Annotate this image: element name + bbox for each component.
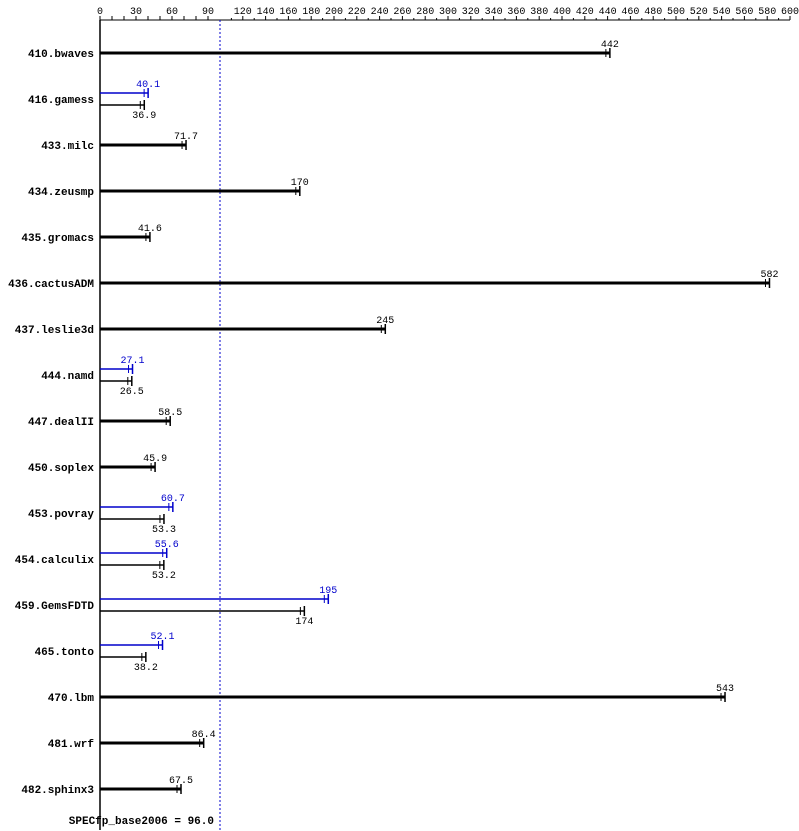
benchmark-label: 434.zeusmp bbox=[28, 187, 94, 199]
benchmark-value: 195 bbox=[319, 586, 337, 597]
axis-tick-label: 30 bbox=[130, 7, 142, 18]
benchmark-label: 433.milc bbox=[41, 141, 94, 153]
benchmark-value: 86.4 bbox=[192, 730, 216, 741]
benchmark-value: 53.3 bbox=[152, 525, 176, 536]
benchmark-value: 174 bbox=[295, 617, 313, 628]
axis-tick-label: 480 bbox=[644, 7, 662, 18]
benchmark-label: 435.gromacs bbox=[21, 233, 94, 245]
axis-tick-label: 60 bbox=[166, 7, 178, 18]
spec-chart: 0 30 60 90 120 140 160 180 200 220 240 260 280 300 320… bbox=[0, 0, 799, 831]
axis-tick-label: 0 bbox=[97, 7, 103, 18]
benchmark-label: 444.namd bbox=[41, 371, 94, 383]
axis-tick-label: 540 bbox=[713, 7, 731, 18]
benchmark-value: 36.9 bbox=[132, 111, 156, 122]
benchmark-value: 60.7 bbox=[161, 494, 185, 505]
benchmark-value: 40.1 bbox=[136, 80, 160, 91]
axis-tick-label: 420 bbox=[576, 7, 594, 18]
axis-tick-label: 380 bbox=[530, 7, 548, 18]
axis-tick-label: 300 bbox=[439, 7, 457, 18]
axis-tick-label: 260 bbox=[393, 7, 411, 18]
axis-tick-label: 580 bbox=[758, 7, 776, 18]
axis-tick-label: 320 bbox=[462, 7, 480, 18]
benchmark-value: 38.2 bbox=[134, 663, 158, 674]
axis-tick-label: 400 bbox=[553, 7, 571, 18]
axis-tick-label: 460 bbox=[621, 7, 639, 18]
benchmark-value: 543 bbox=[716, 684, 734, 695]
benchmark-label: 465.tonto bbox=[35, 647, 95, 659]
benchmark-value: 67.5 bbox=[169, 776, 193, 787]
axis-tick-label: 180 bbox=[302, 7, 320, 18]
benchmark-label: 450.soplex bbox=[28, 463, 94, 475]
benchmark-label: 470.lbm bbox=[48, 693, 95, 705]
benchmark-value: 170 bbox=[291, 178, 309, 189]
axis-tick-label: 90 bbox=[202, 7, 214, 18]
axis-tick-label: 500 bbox=[667, 7, 685, 18]
benchmark-label: 416.gamess bbox=[28, 95, 94, 107]
axis-tick-label: 160 bbox=[279, 7, 297, 18]
axis-tick-label: 120 bbox=[234, 7, 252, 18]
benchmark-value: 442 bbox=[601, 40, 619, 51]
footer-base-label: SPECfp_base2006 = 96.0 bbox=[69, 816, 214, 828]
benchmark-label: 447.dealII bbox=[28, 417, 94, 429]
benchmark-value: 52.1 bbox=[151, 632, 175, 643]
benchmark-value: 45.9 bbox=[143, 454, 167, 465]
benchmark-label: 436.cactusADM bbox=[8, 279, 94, 291]
benchmark-value: 58.5 bbox=[158, 408, 182, 419]
axis-tick-label: 140 bbox=[257, 7, 275, 18]
benchmark-label: 454.calculix bbox=[15, 555, 95, 567]
axis-tick-label: 280 bbox=[416, 7, 434, 18]
benchmark-value: 41.6 bbox=[138, 224, 162, 235]
benchmark-value: 71.7 bbox=[174, 132, 198, 143]
axis-tick-label: 200 bbox=[325, 7, 343, 18]
benchmark-label: 410.bwaves bbox=[28, 49, 94, 61]
axis-tick-label: 560 bbox=[735, 7, 753, 18]
benchmark-value: 245 bbox=[376, 316, 394, 327]
benchmark-value: 26.5 bbox=[120, 387, 144, 398]
axis-tick-label: 520 bbox=[690, 7, 708, 18]
benchmark-value: 27.1 bbox=[121, 356, 145, 367]
axis-tick-label: 360 bbox=[507, 7, 525, 18]
benchmark-value: 55.6 bbox=[155, 540, 179, 551]
axis-tick-label: 340 bbox=[485, 7, 503, 18]
benchmark-label: 437.leslie3d bbox=[15, 325, 94, 337]
benchmark-value: 582 bbox=[760, 270, 778, 281]
benchmark-label: 453.povray bbox=[28, 509, 94, 521]
axis-tick-label: 600 bbox=[781, 7, 799, 18]
benchmark-label: 482.sphinx3 bbox=[21, 785, 94, 797]
benchmark-value: 53.2 bbox=[152, 571, 176, 582]
benchmark-label: 459.GemsFDTD bbox=[15, 601, 95, 613]
axis-tick-label: 220 bbox=[348, 7, 366, 18]
axis-tick-label: 240 bbox=[371, 7, 389, 18]
axis-tick-label: 440 bbox=[599, 7, 617, 18]
benchmark-label: 481.wrf bbox=[48, 739, 95, 751]
